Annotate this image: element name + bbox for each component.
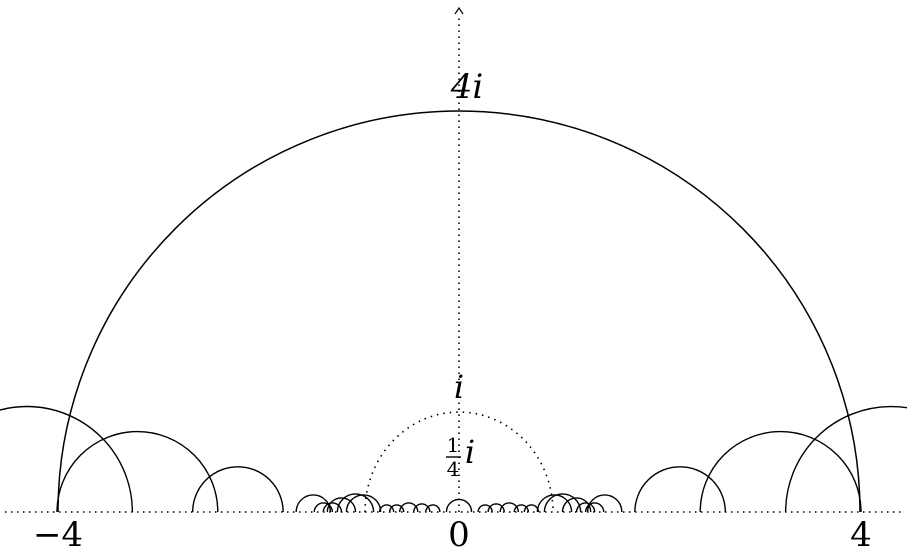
label-i: i (454, 368, 464, 406)
small-arc-8 (345, 494, 382, 513)
small-arc-19 (523, 504, 540, 513)
small-arc-7 (336, 493, 375, 513)
label-4i: 4i (450, 67, 484, 107)
small-arcs (0, 405, 907, 513)
small-arc-14 (445, 498, 473, 513)
label-quarter-denominator: 4 (447, 457, 460, 481)
small-arc-2 (191, 466, 284, 513)
small-arc-25 (586, 494, 623, 513)
small-arc-17 (499, 502, 519, 513)
small-arc-12 (413, 503, 431, 513)
label-quarter-i: i (465, 433, 475, 471)
small-arc-11 (399, 502, 419, 513)
tick-label-minus-4: −4 (33, 515, 83, 549)
small-arc-13 (425, 504, 441, 513)
small-arc-5 (322, 502, 343, 513)
small-arc-15 (477, 504, 493, 513)
small-arc-20 (536, 494, 573, 513)
label-quarter-numerator: 1 (447, 433, 460, 457)
small-arc-26 (634, 466, 727, 513)
small-arc-6 (326, 497, 357, 513)
small-arc-4 (313, 502, 334, 513)
tick-label-4: 4 (850, 515, 872, 549)
small-arc-23 (575, 502, 596, 513)
small-arc-10 (388, 504, 405, 513)
semicircle-radius-4 (57, 110, 861, 513)
small-arc-24 (584, 502, 605, 513)
small-arc-18 (513, 504, 530, 513)
small-arc-9 (378, 504, 395, 513)
small-arc-22 (561, 497, 592, 513)
small-arc-16 (487, 503, 505, 513)
y-axis-arrowhead-icon (454, 6, 464, 15)
tick-label-0: 0 (448, 515, 470, 549)
dotted-unit-semicircle (364, 411, 554, 513)
small-arc-27 (699, 430, 862, 513)
small-arc-28 (784, 405, 907, 513)
small-arc-0 (0, 405, 134, 513)
